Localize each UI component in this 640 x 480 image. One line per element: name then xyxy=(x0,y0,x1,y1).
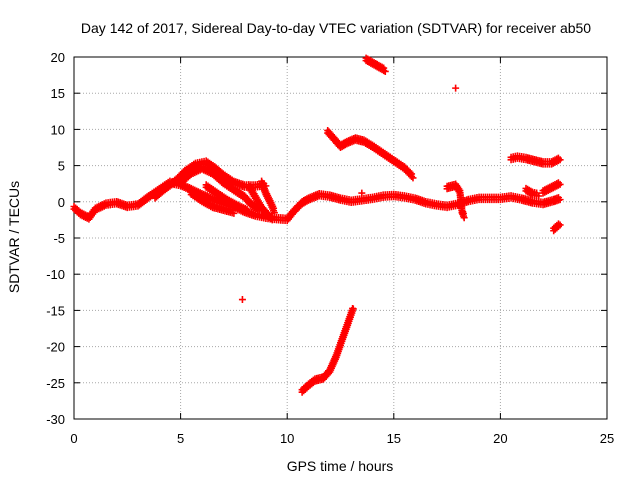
data-point xyxy=(268,216,276,224)
y-tick-label: -20 xyxy=(46,340,65,355)
series-steep-rise xyxy=(298,304,357,396)
data-point xyxy=(270,209,278,217)
data-point xyxy=(349,305,357,313)
y-tick-label: 15 xyxy=(51,86,65,101)
y-tick-label: -25 xyxy=(46,376,65,391)
data-point xyxy=(556,156,564,164)
data-point xyxy=(270,204,278,212)
y-axis-label: SDTVAR / TECUs xyxy=(6,181,22,293)
y-tick-label: -30 xyxy=(46,412,65,427)
series-descending-high xyxy=(324,126,417,182)
data-point xyxy=(535,192,543,200)
series-late-mid xyxy=(539,179,564,197)
y-tick-label: -10 xyxy=(46,267,65,282)
data-point xyxy=(556,221,564,229)
axis-ticks: 0 5 10 15 20 25 20 15 10 5 0 -5 -10 -15 -20 -25 -30 xyxy=(46,50,614,446)
x-tick-label: 10 xyxy=(280,431,294,446)
data-point xyxy=(406,168,414,176)
series-arc-e xyxy=(245,181,276,224)
series-baseline xyxy=(70,177,564,225)
y-tick-label: -15 xyxy=(46,303,65,318)
data-point xyxy=(556,196,564,204)
data-point xyxy=(358,189,366,197)
data-point xyxy=(267,212,275,220)
chart-title: Day 142 of 2017, Sidereal Day-to-day VTE… xyxy=(81,20,591,36)
series-top-arc xyxy=(362,54,389,75)
data-point xyxy=(381,67,389,75)
grid xyxy=(74,57,607,419)
x-tick-label: 25 xyxy=(600,431,614,446)
series-late-dip xyxy=(550,220,564,235)
x-tick-label: 0 xyxy=(70,431,77,446)
x-tick-label: 15 xyxy=(387,431,401,446)
series-outliers xyxy=(238,84,460,304)
data-point xyxy=(460,214,468,222)
data-series xyxy=(70,54,564,396)
data-point xyxy=(408,170,416,178)
series-short-arc-18 xyxy=(443,180,468,222)
series-arc-c xyxy=(187,188,238,217)
series-arc-b xyxy=(177,163,263,214)
data-point xyxy=(452,84,460,92)
data-point xyxy=(409,174,417,182)
x-tick-label: 5 xyxy=(177,431,184,446)
series-arc-f xyxy=(258,177,278,217)
series-short-arc-21 xyxy=(522,184,543,200)
data-point xyxy=(245,209,253,217)
y-tick-label: 0 xyxy=(58,195,65,210)
data-point xyxy=(238,296,246,304)
y-tick-label: -5 xyxy=(53,231,65,246)
x-tick-label: 20 xyxy=(493,431,507,446)
series-arc-d xyxy=(202,181,253,217)
y-tick-label: 5 xyxy=(58,159,65,174)
data-point xyxy=(556,180,564,188)
data-point xyxy=(265,211,273,219)
series-late-high xyxy=(507,152,564,168)
data-point xyxy=(230,209,238,217)
y-tick-label: 10 xyxy=(51,122,65,137)
y-tick-label: 20 xyxy=(51,50,65,65)
x-axis-label: GPS time / hours xyxy=(287,458,394,474)
